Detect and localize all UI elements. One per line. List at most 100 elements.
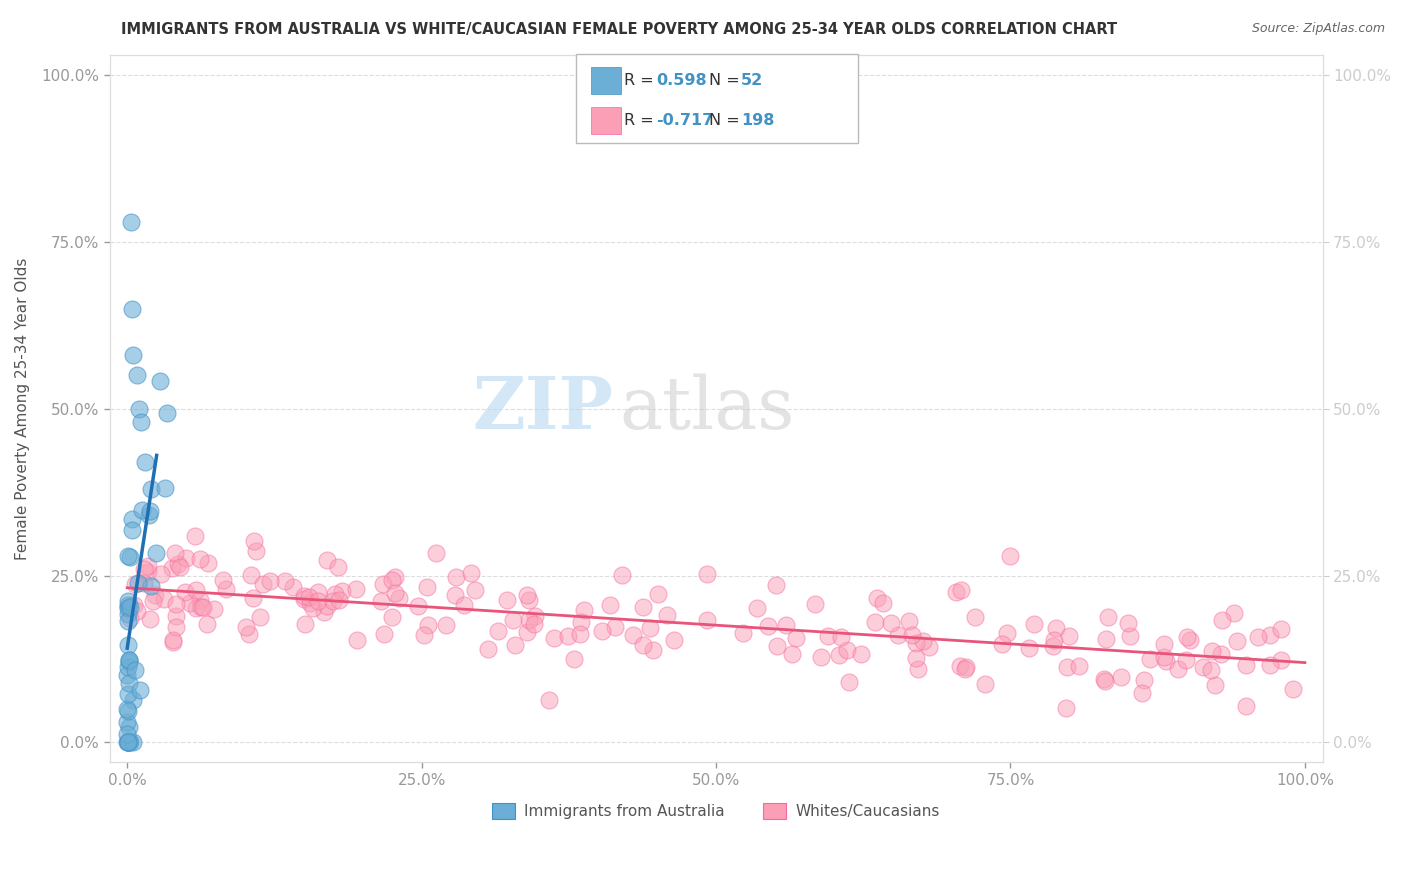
Point [315, 599, 337, 614]
Point [274, 574, 297, 588]
Point [117, 614, 139, 628]
Point [152, 591, 174, 606]
Point [150, 566, 173, 581]
Point [887, 628, 910, 642]
Point [496, 593, 519, 607]
Point [973, 676, 995, 690]
Point [117, 607, 139, 622]
Point [572, 603, 595, 617]
Point [117, 720, 139, 734]
Point [1132, 686, 1154, 700]
Point [117, 702, 139, 716]
Text: 198: 198 [741, 113, 775, 128]
Point [124, 663, 146, 677]
Point [1139, 652, 1161, 666]
Point [696, 566, 718, 581]
Text: Source: ZipAtlas.com: Source: ZipAtlas.com [1251, 22, 1385, 36]
Point [1174, 652, 1197, 666]
Point [1059, 629, 1081, 643]
Point [1153, 649, 1175, 664]
Point [117, 735, 139, 749]
Point [117, 704, 139, 718]
Point [117, 660, 139, 674]
Point [131, 415, 153, 429]
Point [292, 591, 315, 606]
Text: 0.598: 0.598 [657, 73, 707, 88]
Point [905, 650, 928, 665]
Point [191, 600, 214, 615]
Point [444, 569, 467, 583]
Point [344, 582, 367, 596]
Point [184, 529, 207, 543]
Point [1097, 610, 1119, 624]
Point [1247, 630, 1270, 644]
Point [323, 587, 346, 601]
Point [162, 634, 184, 648]
Point [655, 607, 678, 622]
Text: -0.717: -0.717 [657, 113, 714, 128]
Point [117, 601, 139, 615]
Point [523, 616, 546, 631]
Point [149, 374, 172, 388]
Point [1018, 640, 1040, 655]
Point [125, 368, 148, 383]
Point [907, 662, 929, 676]
Point [245, 543, 267, 558]
Point [516, 588, 538, 602]
Point [117, 735, 139, 749]
Point [176, 551, 198, 566]
Legend: Immigrants from Australia, Whites/Caucasians: Immigrants from Australia, Whites/Caucas… [486, 797, 946, 825]
Point [912, 634, 935, 648]
Point [696, 613, 718, 627]
Point [810, 649, 832, 664]
Point [238, 627, 260, 641]
Point [949, 658, 972, 673]
Point [1054, 701, 1077, 715]
Point [603, 619, 626, 633]
Point [167, 557, 190, 571]
Point [120, 215, 142, 229]
Point [115, 668, 138, 682]
Point [641, 642, 664, 657]
Point [117, 599, 139, 614]
Point [128, 401, 150, 416]
Point [314, 605, 336, 619]
Text: atlas: atlas [619, 374, 794, 444]
Point [169, 560, 191, 574]
Point [866, 591, 889, 606]
Point [235, 620, 257, 634]
Point [328, 593, 350, 607]
Point [477, 642, 499, 657]
Point [125, 604, 148, 618]
Point [517, 613, 540, 627]
Point [188, 552, 211, 566]
Point [214, 582, 236, 596]
Point [766, 639, 789, 653]
Point [897, 614, 920, 628]
Point [165, 597, 187, 611]
Point [828, 648, 851, 662]
Point [416, 580, 439, 594]
Point [1178, 633, 1201, 648]
Point [118, 676, 141, 690]
Y-axis label: Female Poverty Among 25-34 Year Olds: Female Poverty Among 25-34 Year Olds [15, 258, 30, 560]
Point [121, 301, 143, 316]
Point [569, 627, 592, 641]
Point [1092, 672, 1115, 686]
Point [371, 577, 394, 591]
Point [120, 599, 142, 614]
Text: IMMIGRANTS FROM AUSTRALIA VS WHITE/CAUCASIAN FEMALE POVERTY AMONG 25-34 YEAR OLD: IMMIGRANTS FROM AUSTRALIA VS WHITE/CAUCA… [121, 22, 1116, 37]
Point [117, 727, 139, 741]
Point [118, 735, 141, 749]
Point [569, 615, 592, 629]
Point [1067, 659, 1090, 673]
Point [118, 653, 141, 667]
Point [122, 348, 145, 362]
Point [817, 629, 839, 643]
Point [384, 570, 406, 584]
Point [949, 582, 972, 597]
Point [599, 598, 621, 612]
Point [160, 560, 183, 574]
Point [830, 630, 852, 644]
Text: R =: R = [624, 113, 659, 128]
